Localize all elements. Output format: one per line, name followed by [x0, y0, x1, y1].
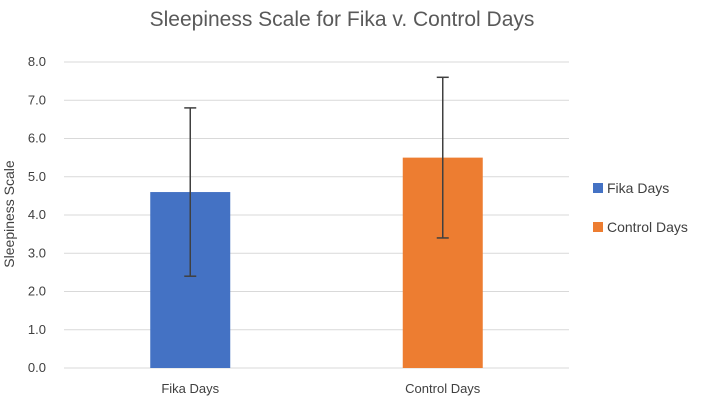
legend: Fika Days Control Days: [593, 180, 688, 235]
y-tick-label: 2.0: [28, 284, 46, 299]
x-category-label: Control Days: [405, 381, 481, 396]
x-category-label: Fika Days: [161, 381, 219, 396]
chart-title: Sleepiness Scale for Fika v. Control Day…: [150, 8, 535, 31]
y-tick-label: 0.0: [28, 360, 46, 375]
y-tick-label: 8.0: [28, 54, 46, 69]
x-axis-categories: Fika Days Control Days: [161, 381, 480, 396]
y-tick-label: 1.0: [28, 322, 46, 337]
legend-swatch: [593, 222, 603, 232]
y-axis-ticks: 0.0 1.0 2.0 3.0 4.0 5.0 6.0 7.0 8.0: [28, 54, 46, 375]
bars: [150, 76, 483, 368]
legend-label: Fika Days: [607, 180, 669, 196]
y-tick-label: 6.0: [28, 131, 46, 146]
legend-swatch: [593, 183, 603, 193]
y-tick-label: 5.0: [28, 169, 46, 184]
legend-label: Control Days: [607, 219, 688, 235]
y-tick-label: 4.0: [28, 207, 46, 222]
y-axis-title: Sleepiness Scale: [1, 160, 17, 268]
y-tick-label: 7.0: [28, 92, 46, 107]
y-tick-label: 3.0: [28, 245, 46, 260]
gridlines: [64, 61, 569, 369]
